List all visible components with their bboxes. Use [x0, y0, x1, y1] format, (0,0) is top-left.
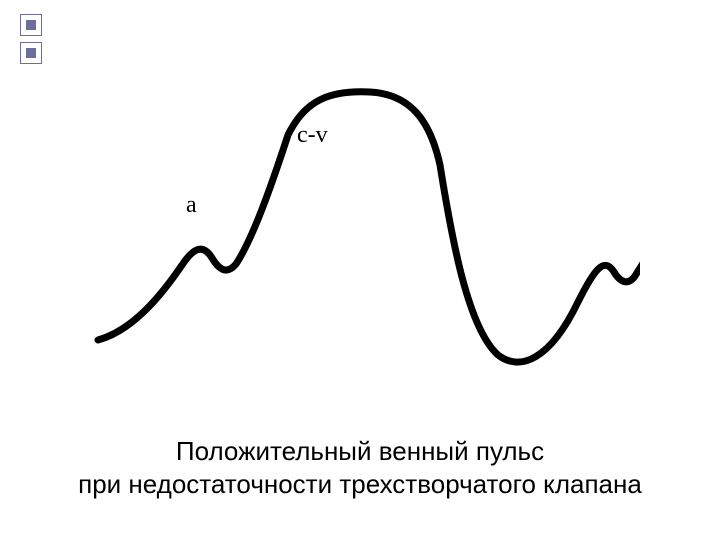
bullet-icon — [20, 42, 42, 64]
label-a: a — [186, 192, 197, 219]
pulse-curve — [80, 80, 640, 390]
caption-line2: при недостаточности трехстворчатого клап… — [0, 468, 720, 501]
caption-line1: Положительный венный пульс — [0, 435, 720, 468]
caption: Положительный венный пульс при недостато… — [0, 435, 720, 500]
bullet-icon — [20, 14, 42, 36]
slide-bullets — [20, 14, 42, 70]
slide-root: c-v a Положительный венный пульс при нед… — [0, 0, 720, 540]
label-cv: c-v — [297, 122, 328, 149]
pulse-curve-path — [98, 92, 640, 362]
pulse-curve-container — [80, 80, 640, 395]
bullet-icon-inner — [26, 48, 36, 58]
bullet-icon-inner — [26, 20, 36, 30]
